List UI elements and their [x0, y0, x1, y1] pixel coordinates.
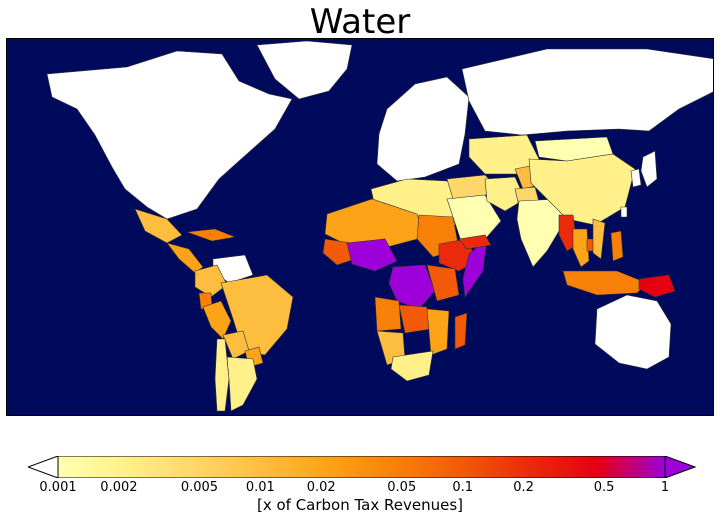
region-vietnam	[592, 218, 606, 260]
region-thailand	[572, 228, 590, 268]
colorbar-gradient	[58, 456, 665, 478]
colorbar-tick-label: 0.1	[452, 480, 473, 495]
region-greenland	[256, 40, 353, 100]
region-australia	[594, 294, 672, 370]
colorbar-over-arrow	[665, 456, 695, 478]
region-zambia	[398, 304, 432, 334]
region-russia	[461, 48, 713, 136]
region-angola	[374, 296, 402, 332]
region-sahel	[324, 198, 426, 248]
region-chile	[214, 338, 230, 412]
colorbar-tick-label: 0.002	[100, 480, 138, 495]
colorbar-under-arrow	[28, 456, 58, 478]
region-saudi-arabia	[446, 194, 502, 242]
region-japan	[640, 150, 658, 188]
world-map	[6, 38, 714, 416]
region-yemen	[458, 234, 492, 250]
region-madagascar	[454, 312, 468, 350]
region-west-africa	[322, 238, 356, 266]
colorbar-tick-label: 0.5	[593, 480, 615, 495]
map-title: Water	[309, 2, 411, 42]
colorbar-tick-label: 0.01	[245, 480, 275, 495]
region-south-africa	[390, 350, 434, 382]
region-argentina	[226, 356, 258, 412]
region-colombia	[194, 264, 228, 298]
region-iran	[484, 176, 526, 212]
colorbar-tick-label: 0.05	[387, 480, 417, 495]
colorbar-under-outline	[28, 456, 59, 478]
colorbar-tick-label: 0.005	[180, 480, 219, 495]
region-east-africa	[426, 264, 460, 302]
colorbar-tick-label: 1	[660, 480, 670, 495]
region-north-america	[46, 50, 293, 220]
region-mexico	[134, 208, 183, 244]
region-caribbean	[186, 228, 237, 242]
region-indonesia	[562, 270, 648, 296]
region-peru	[202, 300, 232, 340]
colorbar-tick-label: 0.02	[306, 480, 336, 495]
region-korea	[630, 168, 642, 188]
region-china	[528, 153, 636, 226]
region-philippines	[610, 230, 624, 262]
region-taiwan	[620, 206, 628, 218]
colorbar-tick-label: 0.001	[39, 480, 77, 495]
colorbar	[28, 456, 697, 478]
region-europe	[376, 76, 470, 182]
land-layer	[46, 40, 713, 412]
colorbar-outline	[57, 456, 666, 478]
colorbar-label: [x of Carbon Tax Revenues]	[256, 496, 464, 514]
region-central-africa	[346, 238, 398, 272]
colorbar-over-outline	[664, 456, 697, 478]
region-myanmar	[558, 214, 578, 252]
map-canvas	[7, 39, 713, 415]
region-mozambique	[426, 308, 450, 356]
region-papua-new-guinea	[638, 274, 676, 298]
colorbar-tick-label: 0.2	[513, 480, 534, 495]
